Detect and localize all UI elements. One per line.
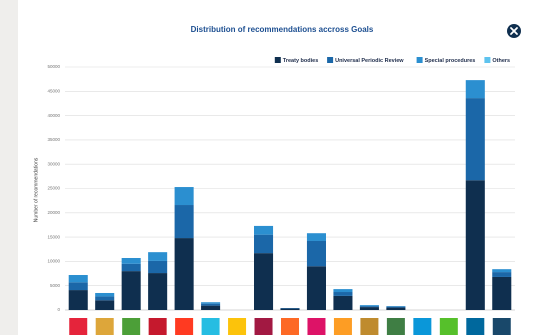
- y-tick-label: 10000: [47, 259, 60, 264]
- bar-segment: [359, 307, 379, 310]
- bar-segment: [492, 269, 512, 273]
- y-tick-label: 25000: [47, 186, 60, 191]
- bar-segment: [201, 303, 221, 306]
- y-axis-label: Number of recommendations: [33, 157, 39, 222]
- bar-segment: [359, 305, 379, 307]
- bar-segment: [201, 305, 221, 310]
- legend-label: Universal Periodic Review: [335, 58, 404, 64]
- goal-icon: [69, 318, 88, 335]
- goal-icon: [95, 318, 114, 335]
- goal-icon: [228, 318, 247, 335]
- bar-segment: [201, 302, 221, 304]
- bar-segment: [95, 296, 115, 301]
- bar-segment: [148, 252, 168, 261]
- chart-title: Distribution of recommendations accross …: [191, 25, 374, 34]
- bar-segment: [148, 273, 168, 310]
- bar-segment: [280, 308, 300, 310]
- bar-segment: [174, 205, 194, 239]
- close-button[interactable]: [507, 24, 521, 38]
- bar-segment: [333, 295, 353, 310]
- y-tick-label: 0: [57, 307, 60, 312]
- bar-segment: [306, 233, 326, 241]
- y-tick-label: 40000: [47, 113, 60, 118]
- y-tick-label: 30000: [47, 161, 60, 166]
- bar-segment: [465, 98, 485, 181]
- bar-segment: [254, 253, 274, 310]
- bar-segment: [492, 276, 512, 310]
- bar-segment: [95, 300, 115, 310]
- goal-icon: [492, 318, 511, 335]
- bar-segment: [68, 290, 88, 310]
- legend-label: Others: [492, 58, 510, 64]
- goal-icon: [122, 318, 141, 335]
- y-tick-label: 20000: [47, 210, 60, 215]
- bar-segment: [148, 260, 168, 274]
- goal-icon: [333, 318, 352, 335]
- bar-segment: [333, 289, 353, 293]
- y-tick-label: 50000: [47, 64, 60, 69]
- goal-icon: [413, 318, 432, 335]
- bar-segment: [68, 275, 88, 283]
- bar-segment: [465, 80, 485, 99]
- goal-icon: [439, 318, 458, 335]
- bar-segment: [386, 306, 406, 308]
- bar-segment: [95, 292, 115, 297]
- legend-swatch: [416, 57, 423, 63]
- goal-icon: [307, 318, 326, 335]
- y-tick-label: 15000: [47, 234, 60, 239]
- bar-segment: [174, 187, 194, 206]
- legend-swatch: [274, 57, 281, 63]
- goal-icon: [386, 318, 405, 335]
- goal-icon: [466, 318, 485, 335]
- bar-segment: [306, 240, 326, 267]
- goal-icon: [201, 318, 220, 335]
- bar-segment: [121, 263, 141, 272]
- bar-segment: [174, 238, 194, 310]
- goal-icon: [281, 318, 299, 335]
- bar-segment: [492, 272, 512, 277]
- goal-icon: [360, 318, 379, 335]
- bar-segment: [254, 225, 274, 235]
- bar-segment: [254, 234, 274, 254]
- legend-swatch: [484, 57, 491, 63]
- goal-icon: [148, 318, 167, 335]
- goal-icon: [175, 318, 194, 335]
- bar-segment: [68, 282, 88, 291]
- legend-swatch: [327, 57, 334, 63]
- bar-segment: [306, 266, 326, 310]
- bar-segment: [386, 307, 406, 310]
- y-tick-label: 35000: [47, 137, 60, 142]
- legend-label: Treaty bodies: [283, 58, 318, 64]
- legend-label: Special procedures: [425, 58, 476, 64]
- close-icon[interactable]: [510, 27, 518, 35]
- goal-icon: [254, 318, 273, 335]
- y-tick-label: 5000: [50, 283, 61, 288]
- bar-segment: [121, 271, 141, 310]
- bar-segment: [359, 306, 379, 308]
- bar-segment: [333, 292, 353, 296]
- bar-segment: [121, 257, 141, 264]
- y-tick-label: 45000: [47, 88, 60, 93]
- panel: [18, 0, 534, 335]
- bar-segment: [465, 180, 485, 310]
